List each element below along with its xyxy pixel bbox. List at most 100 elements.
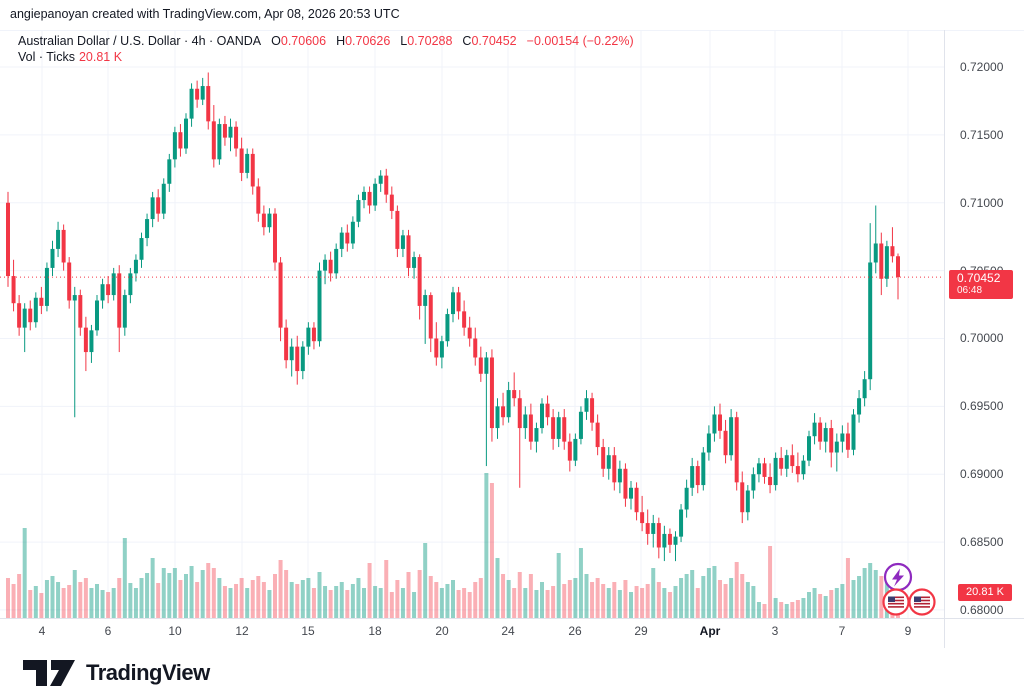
- volume-bar: [428, 576, 433, 618]
- volume-bar: [523, 588, 528, 618]
- volume-bar: [467, 592, 472, 618]
- candle-body: [679, 509, 684, 537]
- candle-body: [851, 414, 856, 450]
- candle-body: [95, 300, 99, 331]
- price-scale[interactable]: 0.70452 06:48 20.81 K 0.72000 0.71500 0.71…: [944, 0, 1024, 648]
- candle-body: [684, 487, 689, 510]
- lightning-event-icon[interactable]: [883, 562, 913, 592]
- volume-bar: [862, 568, 867, 618]
- candle-body: [83, 327, 88, 353]
- candle-body: [384, 175, 389, 195]
- legend-ohlc-row[interactable]: Australian Dollar / U.S. Dollar · 4h · O…: [18, 33, 634, 49]
- candle-body: [784, 455, 789, 469]
- volume-bar: [384, 560, 389, 618]
- volume-bar: [306, 578, 311, 618]
- high-value: 0.70626: [345, 34, 391, 48]
- candle-body: [11, 276, 16, 304]
- volume-bar: [178, 580, 183, 618]
- candle-body: [56, 229, 61, 249]
- candle-body: [389, 194, 394, 211]
- volume-bar: [273, 574, 277, 618]
- candle-body: [200, 86, 205, 100]
- volume-bar: [634, 586, 639, 618]
- volume-bar: [256, 576, 261, 618]
- candle-body: [884, 246, 889, 279]
- candle-body: [629, 487, 633, 499]
- volume-bar: [679, 578, 684, 618]
- volume-bar: [367, 563, 372, 618]
- time-tick-label: 7: [838, 624, 846, 638]
- volume-bar: [840, 584, 845, 618]
- volume-bar: [362, 588, 366, 618]
- volume-bar: [56, 582, 61, 618]
- candle-body: [133, 259, 138, 274]
- footer-bar: TradingView: [0, 648, 1024, 698]
- volume-bar: [695, 588, 700, 618]
- candlestick-chart-canvas[interactable]: [0, 0, 1024, 648]
- price-tick-label: 0.69000: [960, 467, 1004, 482]
- volume-bar: [323, 586, 328, 618]
- candle-body: [250, 153, 255, 187]
- tradingview-logo-icon[interactable]: [22, 658, 76, 688]
- volume-bar: [139, 578, 144, 618]
- volume-bar: [22, 528, 27, 618]
- candle-body: [145, 219, 150, 239]
- candle-body: [562, 417, 567, 442]
- volume-bar: [195, 582, 200, 618]
- candle-body: [311, 327, 316, 342]
- us-flag-event-icon[interactable]: [908, 588, 936, 616]
- volume-bar: [807, 592, 811, 618]
- volume-bar: [6, 578, 10, 618]
- volume-bar: [617, 590, 622, 618]
- candle-body: [362, 191, 366, 201]
- volume-bar: [217, 578, 222, 618]
- candle-body: [222, 124, 227, 138]
- candle-body: [89, 330, 94, 353]
- candle-body: [779, 457, 784, 469]
- time-tick-label: Apr: [699, 624, 721, 638]
- candle-body: [28, 308, 33, 323]
- volume-bar: [790, 602, 795, 618]
- candle-body: [818, 422, 823, 442]
- bar-countdown: 06:48: [957, 285, 983, 297]
- volume-bar: [311, 588, 316, 618]
- volume-bar: [122, 538, 127, 618]
- candle-body: [623, 468, 628, 499]
- candle-body: [100, 284, 105, 301]
- candle-body: [756, 463, 761, 475]
- candle-body: [467, 327, 472, 339]
- candle-body: [439, 341, 444, 358]
- volume-bar: [161, 568, 166, 618]
- last-price-badge: 0.70452 06:48: [949, 270, 1013, 300]
- price-axis-border: [944, 30, 945, 648]
- time-tick-label: 24: [501, 624, 515, 638]
- volume-bar: [295, 584, 300, 618]
- volume-bar: [100, 590, 105, 618]
- candle-body: [306, 327, 311, 347]
- volume-bar: [795, 600, 800, 618]
- candle-body: [640, 512, 645, 524]
- candle-body: [50, 248, 55, 268]
- volume-bar: [89, 588, 94, 618]
- candle-body: [189, 88, 194, 119]
- volume-bar: [723, 584, 728, 618]
- candle-body: [662, 533, 667, 548]
- volume-bar: [762, 604, 767, 618]
- candle-body: [801, 460, 806, 475]
- volume-bar: [845, 558, 850, 618]
- time-tick-label: 3: [771, 624, 779, 638]
- candle-body: [723, 430, 728, 456]
- tradingview-wordmark[interactable]: TradingView: [86, 660, 210, 685]
- candle-body: [462, 311, 467, 328]
- volume-bar: [156, 583, 161, 618]
- candle-body: [445, 314, 450, 342]
- candle-body: [267, 213, 272, 228]
- time-scale[interactable]: 4 6 10 12 15 18 20 24 26 29 Apr 3 7 9: [0, 618, 944, 648]
- legend-volume-row[interactable]: Vol · Ticks 20.81 K: [18, 49, 634, 65]
- volume-bar: [462, 588, 467, 618]
- us-flag-event-icon[interactable]: [882, 588, 910, 616]
- time-tick-label: 15: [301, 624, 315, 638]
- volume-bar: [378, 588, 383, 618]
- volume-bar: [779, 602, 784, 618]
- volume-bar: [556, 553, 561, 618]
